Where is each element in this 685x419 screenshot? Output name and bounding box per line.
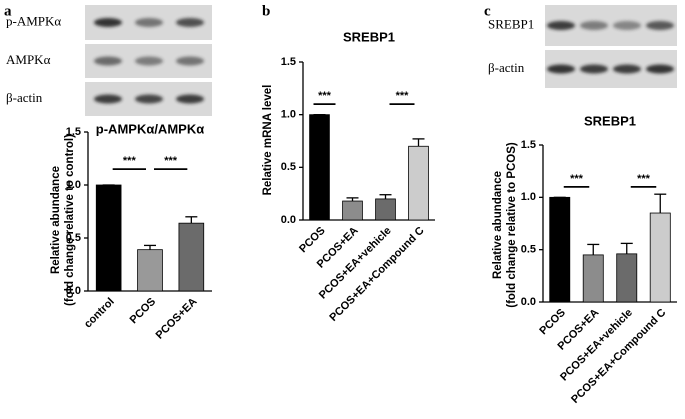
blot-band <box>176 56 204 66</box>
panel-letter: c <box>484 3 491 19</box>
blot-band <box>580 21 608 30</box>
bar <box>616 253 638 303</box>
y-axis-label: Relative abundance <box>50 166 62 274</box>
chart-title: p-AMPKα/AMPKα <box>96 121 204 136</box>
blot-label: β-actin <box>488 60 525 75</box>
blot-band <box>94 56 122 66</box>
x-tick-label: PCOS <box>128 296 159 327</box>
y-tick-label: 0.5 <box>281 161 296 173</box>
x-tick-label: PCOS+EA <box>154 296 200 342</box>
significance-label: *** <box>396 90 410 102</box>
blot-band <box>580 64 608 74</box>
y-axis-label: Relative mRNA level <box>262 85 274 196</box>
bar <box>342 200 363 221</box>
y-axis-label: (fold change relative to PCOS) <box>506 142 518 308</box>
bar <box>309 114 330 221</box>
bar <box>582 254 604 303</box>
blot-band <box>646 21 674 30</box>
panel-letter: a <box>4 3 12 19</box>
blot-band <box>94 94 122 104</box>
significance-label: *** <box>164 155 178 167</box>
y-tick-label: 1.5 <box>521 139 536 151</box>
significance-label: *** <box>637 173 651 185</box>
blot-label: β-actin <box>6 90 43 105</box>
blot-band <box>646 64 674 74</box>
y-tick-label: 1.0 <box>521 191 536 203</box>
y-axis-label: Relative abundance <box>492 171 504 279</box>
blot-band <box>135 18 163 27</box>
y-tick-label: 0.0 <box>66 285 81 297</box>
blot-label: SREBP1 <box>488 16 534 31</box>
y-tick-label: 0.5 <box>521 244 536 256</box>
bar <box>375 198 396 221</box>
y-tick-label: 0.5 <box>66 232 81 244</box>
x-tick-label: PCOS <box>537 307 568 338</box>
x-tick-label: control <box>82 296 117 331</box>
bar <box>95 184 122 292</box>
panel-letter: b <box>262 3 270 19</box>
blot-band <box>547 21 575 30</box>
bar <box>178 222 205 292</box>
y-tick-label: 1.5 <box>281 56 296 68</box>
bar <box>649 212 671 303</box>
blot-band <box>135 56 163 66</box>
y-tick-label: 1.0 <box>281 109 296 121</box>
blot-label: p-AMPKα <box>6 13 61 28</box>
bar <box>408 145 429 221</box>
chart-title: SREBP1 <box>584 113 636 128</box>
y-tick-label: 0.0 <box>281 214 296 226</box>
significance-label: *** <box>318 90 332 102</box>
bar <box>137 249 163 292</box>
blot-band <box>613 21 641 30</box>
y-tick-label: 1.0 <box>66 179 81 191</box>
blot-band <box>176 18 204 27</box>
blot-band <box>94 18 122 27</box>
significance-label: *** <box>570 173 584 185</box>
blot-band <box>176 94 204 104</box>
y-axis-label: (fold change relative to control) <box>64 134 76 306</box>
chart-title: SREBP1 <box>343 29 395 44</box>
blot-band <box>135 94 163 104</box>
y-tick-label: 0.0 <box>521 296 536 308</box>
blot-band <box>613 64 641 74</box>
x-tick-label: PCOS <box>297 225 328 256</box>
blot-band <box>547 64 575 74</box>
y-tick-label: 1.5 <box>66 126 81 138</box>
significance-label: *** <box>123 155 137 167</box>
bar <box>549 196 571 303</box>
blot-label: AMPKα <box>6 52 51 67</box>
